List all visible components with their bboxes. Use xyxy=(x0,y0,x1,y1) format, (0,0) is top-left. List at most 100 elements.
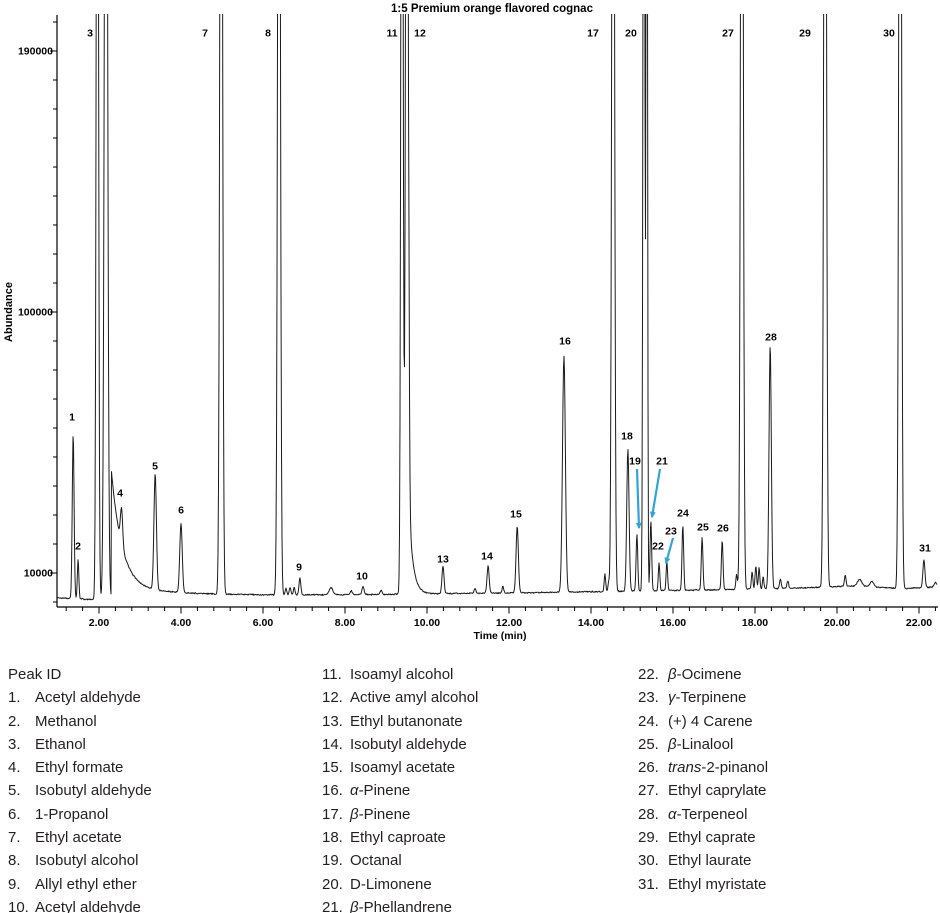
legend-item-name: Ethyl caproate xyxy=(350,829,446,847)
peak-label-24: 24 xyxy=(677,508,689,520)
legend-item: 27. Ethyl caprylate xyxy=(638,779,768,802)
peak-label-25: 25 xyxy=(697,522,709,534)
legend-item-name: Ethanol xyxy=(35,735,86,753)
peak-label-21: 21 xyxy=(656,456,668,468)
legend-item-number: 11. xyxy=(322,666,342,683)
legend-item-name: α-Pinene xyxy=(350,782,411,800)
x-tick-label: 2.00 xyxy=(89,617,110,629)
peak-label-11: 11 xyxy=(386,28,397,40)
chromatogram-trace xyxy=(57,14,938,601)
legend-item-number: 16. xyxy=(322,782,343,800)
peak-label-4: 4 xyxy=(117,488,123,500)
legend-item-number: 31. xyxy=(638,875,659,893)
peak-label-18: 18 xyxy=(621,431,633,443)
x-tick-label: 8.00 xyxy=(335,617,356,629)
peak-label-29: 29 xyxy=(799,28,811,40)
legend-item-name: (+) 4 Carene xyxy=(668,712,753,730)
annotation-arrow-3 xyxy=(664,537,675,565)
peak-label-30: 30 xyxy=(883,28,895,40)
legend-item-name: Acetyl aldehyde xyxy=(35,898,141,913)
legend-item-name: Active amyl alcohol xyxy=(350,689,479,707)
annotation-arrow-2 xyxy=(649,468,662,519)
legend-item: 9. Allyl ethyl ether xyxy=(8,873,152,896)
legend-item-name: β-Phellandrene xyxy=(350,898,452,913)
annotation-arrow-1 xyxy=(635,468,642,530)
legend-item-number: 10. xyxy=(8,898,29,913)
peak-label-22: 22 xyxy=(652,541,664,553)
peak-label-10: 10 xyxy=(356,571,368,583)
legend-item: 23. γ-Terpinene xyxy=(638,686,768,709)
peak-label-17: 17 xyxy=(587,28,599,40)
x-tick-label: 14.00 xyxy=(578,617,604,629)
peak-label-20: 20 xyxy=(625,28,637,40)
legend-item: 20. D-Limonene xyxy=(322,873,478,896)
y-tick-label: 10000 xyxy=(24,568,53,580)
legend-item: 4. Ethyl formate xyxy=(8,756,152,779)
legend-item: 14. Isobutyl aldehyde xyxy=(322,733,478,756)
legend-item-number: 25. xyxy=(638,735,659,753)
legend-item-name: Ethyl caprylate xyxy=(668,782,767,800)
legend-item-number: 4. xyxy=(8,759,21,777)
legend-item-name: Methanol xyxy=(35,712,97,730)
legend-item: 19. Octanal xyxy=(322,849,478,872)
legend-item: 1. Acetyl aldehyde xyxy=(8,686,152,709)
peak-label-9: 9 xyxy=(296,562,302,574)
legend-item-number: 22. xyxy=(638,666,659,683)
legend-item: 17. β-Pinene xyxy=(322,803,478,826)
legend-item-name: 1-Propanol xyxy=(35,805,109,823)
legend-item-number: 14. xyxy=(322,735,343,753)
legend-item: 12. Active amyl alcohol xyxy=(322,686,478,709)
peak-label-6: 6 xyxy=(178,505,184,517)
legend-item-name: γ-Terpinene xyxy=(668,689,747,707)
legend-item: 3. Ethanol xyxy=(8,733,152,756)
legend-item: 26. trans-2-pinanol xyxy=(638,756,768,779)
peak-id-legend: Peak ID 1. Acetyl aldehyde 2. Methanol 3. Eth… xyxy=(0,660,940,913)
peak-label-15: 15 xyxy=(510,509,522,521)
legend-item: 30. Ethyl laurate xyxy=(638,849,768,872)
legend-item-number: 6. xyxy=(8,805,21,823)
legend-item-name: Isoamyl alcohol xyxy=(350,666,454,683)
legend-item-number: 17. xyxy=(322,805,343,823)
legend-item-name: Ethyl myristate xyxy=(668,875,767,893)
y-tick-label: 190000 xyxy=(18,46,53,58)
trace-group xyxy=(57,14,938,601)
legend-item-number: 7. xyxy=(8,829,21,847)
legend-item: 13. Ethyl butanonate xyxy=(322,710,478,733)
x-tick-label: 20.00 xyxy=(824,617,850,629)
legend-item-number: 3. xyxy=(8,735,21,753)
peak-label-13: 13 xyxy=(437,554,449,566)
legend-item: 25. β-Linalool xyxy=(638,733,768,756)
legend-item-number: 1. xyxy=(8,689,21,707)
legend-item-number: 19. xyxy=(322,852,343,870)
legend-item-name: β-Pinene xyxy=(350,805,411,823)
peak-label-1: 1 xyxy=(69,412,75,424)
legend-item: 22. β-Ocimene xyxy=(638,663,768,686)
peak-label-5: 5 xyxy=(152,461,158,473)
legend-item: 29. Ethyl caprate xyxy=(638,826,768,849)
legend-item: 5. Isobutyl aldehyde xyxy=(8,779,152,802)
x-tick-label: 10.00 xyxy=(414,617,440,629)
legend-item: 28. α-Terpeneol xyxy=(638,803,768,826)
legend-header: Peak ID xyxy=(8,666,62,683)
peak-label-27: 27 xyxy=(722,28,734,40)
legend-item-name: Ethyl caprate xyxy=(668,829,756,847)
legend-item-name: Acetyl aldehyde xyxy=(35,689,141,707)
legend-item: 21. β-Phellandrene xyxy=(322,896,478,913)
legend-item-name: Ethyl formate xyxy=(35,759,124,777)
legend-item-number: 26. xyxy=(638,759,659,777)
legend-item-number: 24. xyxy=(638,712,659,730)
legend-item-number: 29. xyxy=(638,829,659,847)
peak-label-14: 14 xyxy=(481,551,493,563)
legend-item: 16. α-Pinene xyxy=(322,779,478,802)
legend-item-name: Allyl ethyl ether xyxy=(35,875,137,893)
x-tick-label: 22.00 xyxy=(906,617,932,629)
x-tick-label: 6.00 xyxy=(253,617,274,629)
y-axis-title: Abundance xyxy=(3,282,15,342)
legend-item-name: β-Ocimene xyxy=(668,666,742,683)
legend-item-number: 21. xyxy=(322,898,343,913)
legend-column-3: 22. β-Ocimene 23. γ-Terpinene 24. (+) 4 Caren… xyxy=(638,663,768,896)
peak-label-16: 16 xyxy=(559,336,571,348)
legend-item: 24. (+) 4 Carene xyxy=(638,710,768,733)
y-tick-label: 100000 xyxy=(18,307,53,319)
